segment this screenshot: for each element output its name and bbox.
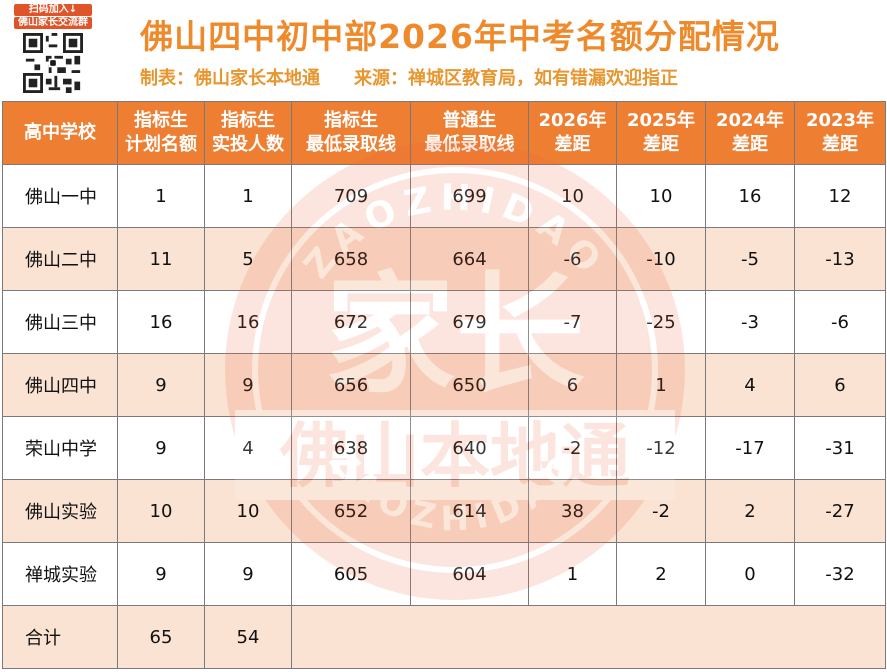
cell-value: 699 — [410, 164, 529, 228]
cell-value: 16 — [204, 290, 292, 354]
cell-value: 709 — [291, 164, 411, 228]
cell-value: 10 — [528, 164, 617, 228]
qr-code-icon — [23, 33, 83, 93]
cell-value: -13 — [794, 227, 886, 291]
header-gap-2023: 2023年 差距 — [794, 101, 886, 165]
cell-value: 9 — [117, 416, 205, 480]
cell-value: 614 — [410, 479, 529, 543]
cell-value: 604 — [410, 542, 529, 606]
cell-value: 5 — [204, 227, 292, 291]
cell-value: -12 — [616, 416, 706, 480]
table-row: 佛山实验 10 10 652 614 38 -2 2 -27 — [2, 479, 886, 543]
cell-value: 10 — [616, 164, 706, 228]
cell-value: -25 — [616, 290, 706, 354]
cell-value: 16 — [117, 290, 205, 354]
cell-value: -6 — [794, 290, 886, 354]
cell-value: -32 — [794, 542, 886, 606]
header-quota-actual: 指标生 实投人数 — [204, 101, 292, 165]
header-quota-plan: 指标生 计划名额 — [117, 101, 205, 165]
cell-value: 16 — [705, 164, 795, 228]
cell-value: 0 — [705, 542, 795, 606]
cell-value: 1 — [616, 353, 706, 417]
table-row: 佛山一中 1 1 709 699 10 10 16 12 — [2, 164, 886, 228]
cell-value: 658 — [291, 227, 411, 291]
cell-school: 禅城实验 — [2, 542, 118, 606]
table-header-row: 高中学校 指标生 计划名额 指标生 实投人数 指标生 最低录取线 普通生 最低录取线 2… — [2, 101, 886, 165]
cell-value: 12 — [794, 164, 886, 228]
cell-value: 10 — [117, 479, 205, 543]
cell-value: 2 — [705, 479, 795, 543]
cell-value: 2 — [616, 542, 706, 606]
table-total-row: 合计 65 54 — [2, 605, 886, 669]
cell-value: 656 — [291, 353, 411, 417]
table-row: 佛山三中 16 16 672 679 -7 -25 -3 -6 — [2, 290, 886, 354]
cell-value: 652 — [291, 479, 411, 543]
cell-value: 9 — [204, 542, 292, 606]
cell-value: 1 — [117, 164, 205, 228]
cell-value: 10 — [204, 479, 292, 543]
header-regular-min-score: 普通生 最低录取线 — [410, 101, 529, 165]
page-title: 佛山四中初中部2026年中考名额分配情况 — [140, 17, 780, 56]
cell-value: 9 — [204, 353, 292, 417]
cell-school: 荣山中学 — [2, 416, 118, 480]
cell-value: 1 — [204, 164, 292, 228]
cell-value: -5 — [705, 227, 795, 291]
cell-value: 4 — [204, 416, 292, 480]
header-gap-2026: 2026年 差距 — [528, 101, 617, 165]
subtitle-source: 来源：禅城区教育局，如有错漏欢迎指正 — [354, 68, 678, 89]
cell-value: 9 — [117, 542, 205, 606]
cell-total-plan: 65 — [117, 605, 205, 669]
cell-school: 佛山一中 — [2, 164, 118, 228]
cell-value: -31 — [794, 416, 886, 480]
cell-school: 佛山实验 — [2, 479, 118, 543]
cell-total-label: 合计 — [2, 605, 118, 669]
qr-caption-line2: 佛山家长交流群 — [14, 17, 92, 29]
cell-value: -17 — [705, 416, 795, 480]
cell-value: 650 — [410, 353, 529, 417]
header-gap-2024: 2024年 差距 — [705, 101, 795, 165]
cell-school: 佛山三中 — [2, 290, 118, 354]
cell-value: 664 — [410, 227, 529, 291]
cell-total-empty — [291, 605, 886, 669]
cell-value: -3 — [705, 290, 795, 354]
page-header: 扫码加入↓ 佛山家长交流群 佛山四中初中部2026年中考名额分配情况 制表：佛山… — [0, 0, 887, 100]
table-row: 佛山四中 9 9 656 650 6 1 4 6 — [2, 353, 886, 417]
cell-school: 佛山四中 — [2, 353, 118, 417]
header-school: 高中学校 — [2, 101, 118, 165]
subtitle: 制表：佛山家长本地通 来源：禅城区教育局，如有错漏欢迎指正 — [140, 64, 840, 90]
qr-code-block[interactable]: 扫码加入↓ 佛山家长交流群 — [12, 4, 94, 98]
cell-value: -7 — [528, 290, 617, 354]
cell-value: -27 — [794, 479, 886, 543]
cell-value: -6 — [528, 227, 617, 291]
cell-value: 38 — [528, 479, 617, 543]
cell-school: 佛山二中 — [2, 227, 118, 291]
cell-value: 605 — [291, 542, 411, 606]
cell-value: 679 — [410, 290, 529, 354]
cell-total-actual: 54 — [204, 605, 292, 669]
cell-value: 6 — [528, 353, 617, 417]
cell-value: 6 — [794, 353, 886, 417]
header-quota-min-score: 指标生 最低录取线 — [291, 101, 411, 165]
cell-value: 638 — [291, 416, 411, 480]
cell-value: 9 — [117, 353, 205, 417]
table-row: 佛山二中 11 5 658 664 -6 -10 -5 -13 — [2, 227, 886, 291]
header-gap-2025: 2025年 差距 — [616, 101, 706, 165]
quota-table: 高中学校 指标生 计划名额 指标生 实投人数 指标生 最低录取线 普通生 最低录取线 2… — [2, 101, 886, 669]
cell-value: 4 — [705, 353, 795, 417]
cell-value: 11 — [117, 227, 205, 291]
subtitle-maker: 制表：佛山家长本地通 — [140, 68, 320, 89]
cell-value: 672 — [291, 290, 411, 354]
cell-value: 640 — [410, 416, 529, 480]
cell-value: -10 — [616, 227, 706, 291]
table-row: 荣山中学 9 4 638 640 -2 -12 -17 -31 — [2, 416, 886, 480]
table-row: 禅城实验 9 9 605 604 1 2 0 -32 — [2, 542, 886, 606]
qr-caption-line1: 扫码加入↓ — [14, 4, 92, 16]
cell-value: -2 — [528, 416, 617, 480]
cell-value: -2 — [616, 479, 706, 543]
cell-value: 1 — [528, 542, 617, 606]
